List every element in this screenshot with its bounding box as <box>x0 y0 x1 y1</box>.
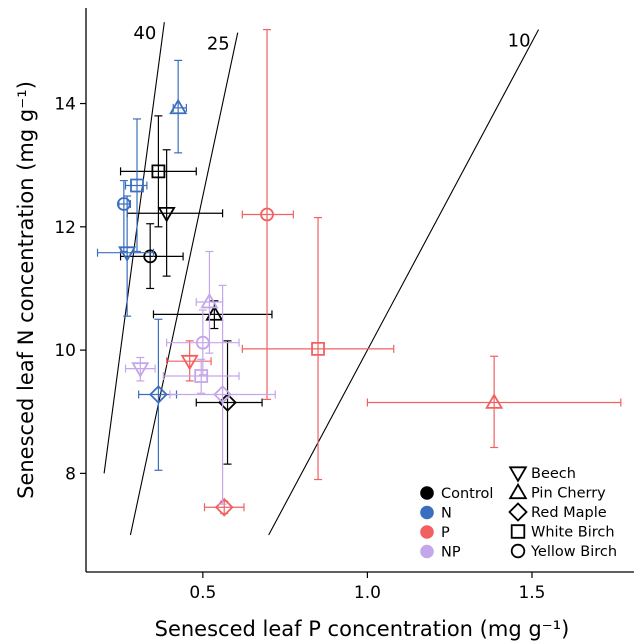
point-control-pin-cherry <box>152 300 273 330</box>
point-p-beech <box>166 340 212 382</box>
point-np-red-maple <box>169 284 276 505</box>
ratio-line-25 <box>129 32 239 536</box>
marker-np-red-maple <box>213 385 232 404</box>
point-np-beech <box>124 356 156 382</box>
legend-label-yellow-birch: Yellow Birch <box>530 544 617 560</box>
legend-swatch-n <box>420 505 434 520</box>
x-tick-label: 1.0 <box>354 583 381 603</box>
marker-control-beech <box>157 206 176 223</box>
marker-np-beech <box>131 362 150 378</box>
marker-n-beech <box>118 246 137 262</box>
marker-p-beech <box>180 354 199 371</box>
point-np-yellow-birch <box>166 309 240 376</box>
legend-label-red-maple: Red Maple <box>531 505 607 521</box>
marker-p-pin-cherry <box>485 393 504 409</box>
marker-n-white-birch <box>130 178 144 193</box>
ratio-label-10: 10 <box>508 31 531 52</box>
marker-np-pin-cherry <box>200 292 219 309</box>
legend-marker-beech <box>508 466 528 483</box>
legend-marker-red-maple <box>508 502 528 522</box>
y-tick-label: 8 <box>65 464 76 484</box>
legend-swatch-p <box>420 525 434 539</box>
marker-control-pin-cherry <box>205 305 224 321</box>
point-n-yellow-birch <box>116 179 132 253</box>
point-p-white-birch <box>241 216 395 481</box>
ratio-line-10 <box>268 29 540 536</box>
point-np-pin-cherry <box>195 250 224 354</box>
axes <box>85 8 634 573</box>
point-n-pin-cherry <box>169 59 188 154</box>
point-p-red-maple <box>203 497 245 517</box>
marker-control-yellow-birch <box>143 249 158 264</box>
x-ticks: 0.5 1.0 1.5 <box>189 572 545 603</box>
legend-label-control: Control <box>441 486 493 502</box>
legend-marker-pin-cherry <box>508 482 528 500</box>
legend-marker-yellow-birch <box>510 543 526 559</box>
ratio-label-25: 25 <box>207 34 230 55</box>
marker-n-yellow-birch <box>116 197 131 211</box>
legend: Control NP NP Beech Pin Cherry Red Maple White… <box>420 466 617 561</box>
point-p-yellow-birch <box>241 28 294 401</box>
legend-label-p: P <box>441 525 450 541</box>
y-tick-label: 10 <box>54 341 76 361</box>
x-tick-label: 0.5 <box>189 583 216 603</box>
legend-label-white-birch: White Birch <box>531 525 615 541</box>
point-np-white-birch <box>162 358 240 394</box>
point-n-white-birch <box>124 118 148 253</box>
legend-marker-white-birch <box>510 524 526 539</box>
point-control-yellow-birch <box>119 223 184 290</box>
y-tick-label: 12 <box>54 218 76 238</box>
marker-control-white-birch <box>151 164 166 179</box>
legend-label-np: NP <box>441 545 461 561</box>
ratio-label-40: 40 <box>133 23 156 44</box>
legend-label-pin-cherry: Pin Cherry <box>531 486 606 502</box>
marker-p-yellow-birch <box>260 207 274 222</box>
legend-label-beech: Beech <box>531 466 576 482</box>
data-points <box>96 28 622 517</box>
legend-label-n: N <box>441 506 452 522</box>
marker-np-yellow-birch <box>195 335 210 350</box>
legend-swatch-np <box>420 544 434 559</box>
marker-p-white-birch <box>311 341 325 356</box>
x-tick-label: 1.5 <box>518 583 545 603</box>
x-axis-label: Senesced leaf P concentration (mg g⁻¹) <box>155 617 570 641</box>
y-axis-label: Senesced leaf N concentration (mg g⁻¹) <box>14 81 38 499</box>
marker-n-pin-cherry <box>169 98 188 115</box>
point-p-pin-cherry <box>366 355 622 449</box>
marker-n-red-maple <box>149 385 168 404</box>
point-control-red-maple <box>195 340 263 465</box>
ratio-lines: 40 25 10 <box>103 22 540 536</box>
legend-swatch-control <box>420 486 434 500</box>
point-control-white-birch <box>119 115 197 228</box>
y-tick-label: 14 <box>54 95 76 115</box>
point-n-beech <box>96 195 155 317</box>
y-ticks: 8 10 12 14 <box>54 95 86 484</box>
